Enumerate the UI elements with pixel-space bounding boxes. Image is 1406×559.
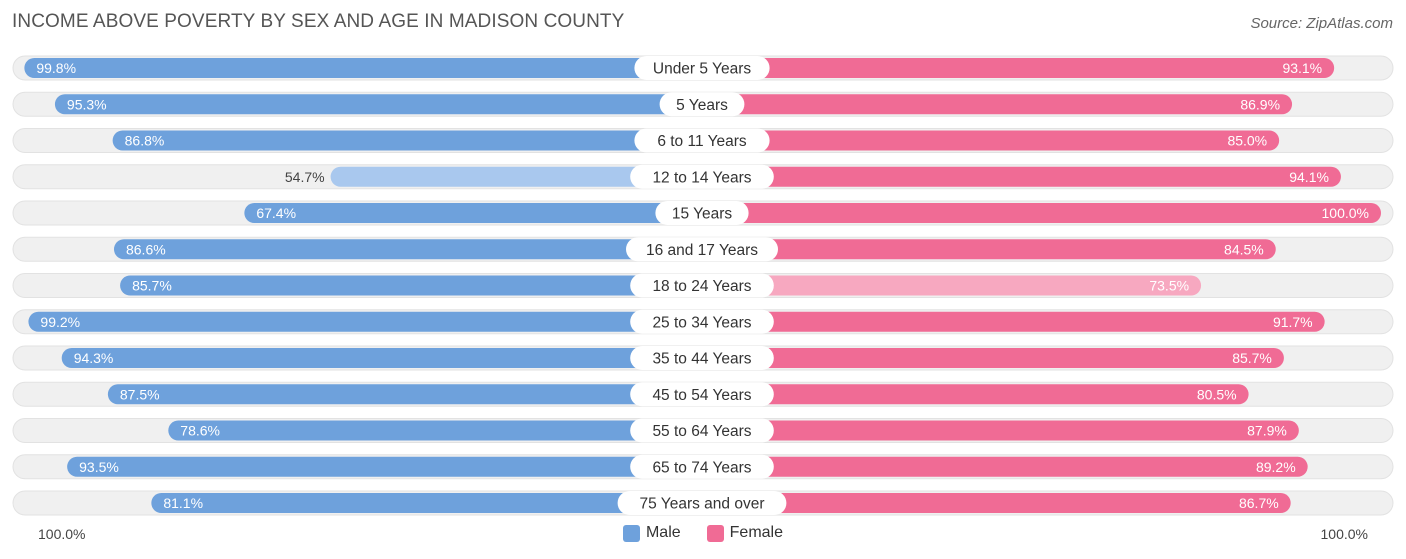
category-label: 55 to 64 Years: [652, 423, 751, 440]
category-pill: [630, 164, 774, 189]
category-pill: [626, 237, 778, 262]
female-value-label: 89.2%: [1256, 459, 1296, 475]
female-value-label: 73.5%: [1149, 278, 1189, 294]
category-pill: [630, 346, 774, 370]
category-pill: [630, 273, 774, 298]
legend-item-female[interactable]: Female: [706, 524, 784, 542]
female-bar: [702, 166, 1341, 187]
male-bar: [24, 58, 703, 78]
source-label: Source: ZipAtlas.com: [1250, 15, 1393, 32]
female-bar: [702, 420, 1299, 441]
male-bar: [54, 94, 702, 115]
category-pill: [630, 454, 774, 479]
male-value-label: 94.3%: [74, 350, 114, 366]
axis-left-label: 100.0%: [38, 526, 86, 542]
male-value-label: 99.2%: [40, 314, 80, 330]
legend: Male Female: [0, 524, 1406, 542]
female-value-label: 93.1%: [1282, 60, 1322, 76]
male-value-label: 86.6%: [126, 241, 166, 257]
legend-swatch-male: [622, 524, 640, 542]
category-pill: [659, 92, 745, 117]
category-pill: [630, 309, 774, 334]
female-value-label: 100.0%: [1322, 205, 1369, 221]
category-label: 15 Years: [672, 206, 733, 223]
category-pill: [634, 128, 770, 153]
female-bar: [702, 311, 1325, 332]
female-value-label: 86.7%: [1239, 495, 1279, 511]
male-bar: [61, 348, 702, 368]
category-pill: [655, 201, 749, 225]
category-pill: [630, 418, 774, 443]
category-label: 75 Years and over: [640, 496, 765, 513]
male-bar: [113, 239, 702, 260]
female-bar: [702, 58, 1335, 78]
category-label: 65 to 74 Years: [652, 459, 751, 476]
male-value-label: 93.5%: [79, 459, 119, 475]
female-value-label: 85.7%: [1232, 350, 1272, 366]
category-label: 5 Years: [676, 97, 728, 114]
legend-swatch-female: [706, 524, 724, 542]
male-bar: [120, 275, 703, 296]
male-value-label: 67.4%: [256, 205, 296, 221]
female-value-label: 87.9%: [1247, 423, 1287, 439]
female-bar: [702, 493, 1291, 513]
legend-item-male[interactable]: Male: [622, 524, 681, 542]
category-label: 18 to 24 Years: [652, 278, 751, 295]
female-value-label: 80.5%: [1197, 386, 1237, 402]
male-value-label: 99.8%: [36, 60, 76, 76]
category-label: Under 5 Years: [653, 61, 751, 78]
female-bar: [702, 384, 1249, 405]
female-bar: [702, 94, 1293, 115]
female-value-label: 91.7%: [1273, 314, 1313, 330]
male-bar: [28, 311, 702, 332]
male-value-label: 87.5%: [120, 386, 160, 402]
legend-label-female: Female: [729, 524, 784, 541]
category-label: 25 to 34 Years: [652, 314, 751, 331]
male-bar: [168, 420, 702, 441]
female-value-label: 94.1%: [1289, 169, 1329, 185]
female-value-label: 85.0%: [1227, 133, 1267, 149]
female-bar: [702, 275, 1202, 296]
category-label: 16 and 17 Years: [646, 242, 758, 259]
axis-right-label: 100.0%: [1320, 526, 1368, 542]
female-bar: [702, 130, 1280, 151]
category-label: 35 to 44 Years: [652, 351, 751, 368]
male-value-label: 54.7%: [285, 169, 325, 185]
male-bar: [112, 130, 703, 151]
male-bar: [151, 493, 702, 513]
male-value-label: 78.6%: [180, 423, 220, 439]
category-label: 45 to 54 Years: [652, 387, 751, 404]
female-bar: [702, 239, 1276, 260]
male-value-label: 95.3%: [67, 96, 107, 112]
male-value-label: 81.1%: [163, 495, 203, 511]
category-label: 6 to 11 Years: [657, 133, 747, 150]
female-bar: [702, 203, 1381, 223]
female-bar: [702, 456, 1308, 477]
male-bar: [107, 384, 702, 405]
male-bar: [67, 456, 702, 477]
male-bar: [330, 166, 702, 187]
chart-title: INCOME ABOVE POVERTY BY SEX AND AGE IN M…: [12, 11, 625, 32]
male-bar: [244, 203, 702, 223]
category-pill: [617, 491, 787, 515]
category-pill: [630, 382, 774, 407]
legend-label-male: Male: [645, 524, 681, 541]
category-label: 12 to 14 Years: [652, 169, 751, 186]
male-value-label: 86.8%: [125, 133, 165, 149]
female-value-label: 84.5%: [1224, 241, 1264, 257]
female-value-label: 86.9%: [1240, 96, 1280, 112]
female-bar: [702, 348, 1284, 368]
male-value-label: 85.7%: [132, 278, 172, 294]
category-pill: [634, 56, 770, 80]
